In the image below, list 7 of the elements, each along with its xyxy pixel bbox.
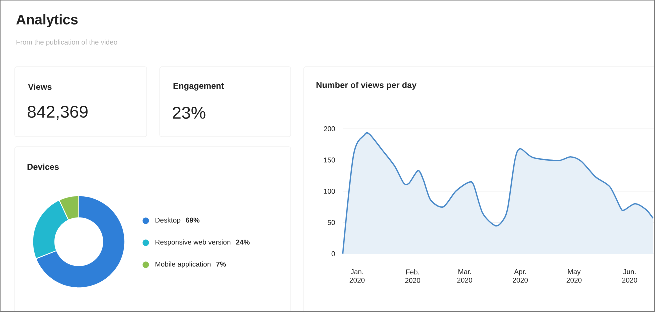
text: 23%: [173, 106, 206, 120]
text: Engagement: [174, 83, 224, 91]
text: 842,369: [28, 106, 88, 120]
text: Analytics: [16, 14, 78, 28]
chart-title: Number of views per day: [316, 82, 417, 90]
chart-title: Devices: [28, 164, 59, 170]
text: Views: [28, 84, 52, 90]
